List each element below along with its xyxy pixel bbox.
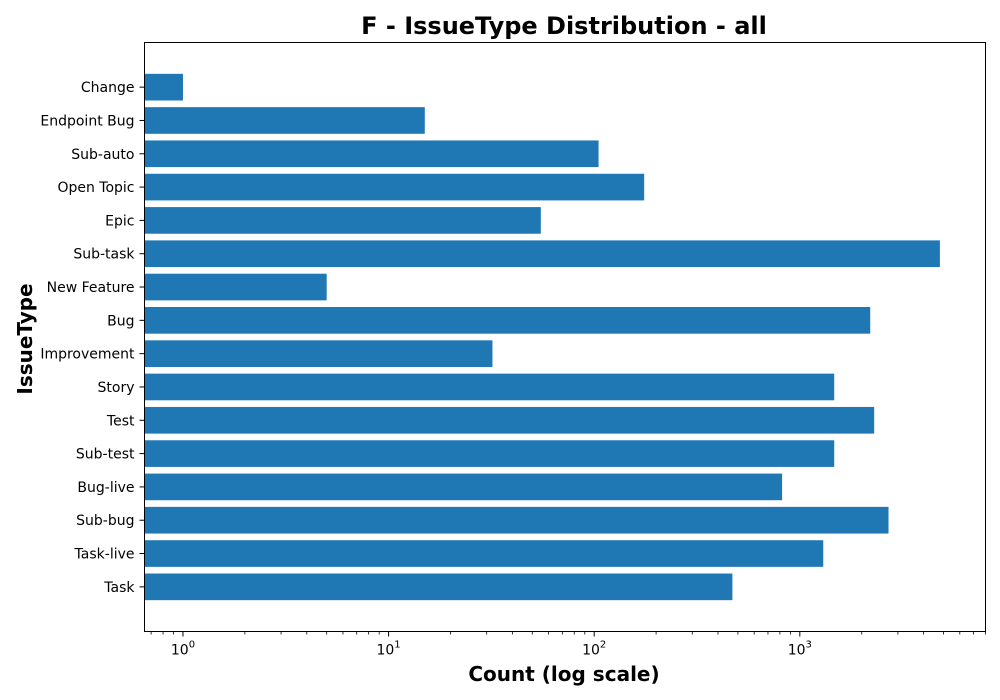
y-tick-label: Sub-auto bbox=[71, 147, 134, 163]
y-axis-label: IssueType bbox=[13, 283, 37, 394]
bar-open-topic bbox=[145, 174, 645, 201]
y-tick-label: Story bbox=[98, 380, 135, 396]
bar-new-feature bbox=[145, 274, 327, 301]
bar-task-live bbox=[145, 540, 824, 567]
bar-epic bbox=[145, 207, 541, 234]
y-tick-label: Change bbox=[81, 80, 135, 96]
x-axis-label: Count (log scale) bbox=[468, 662, 659, 686]
y-tick-label: Test bbox=[106, 413, 135, 429]
x-tick-label: 103 bbox=[788, 640, 812, 659]
bar-task bbox=[145, 574, 733, 601]
y-tick-label: Bug bbox=[107, 313, 134, 329]
y-tick-label: New Feature bbox=[47, 280, 135, 296]
bar-improvement bbox=[145, 340, 493, 367]
y-tick-label: Bug-live bbox=[77, 480, 134, 496]
bar-change bbox=[145, 74, 183, 101]
bar-bug-live bbox=[145, 474, 783, 501]
y-tick-label: Sub-test bbox=[76, 447, 135, 463]
y-tick-label: Endpoint Bug bbox=[40, 113, 134, 129]
y-tick-label: Sub-bug bbox=[76, 513, 134, 529]
bar-test bbox=[145, 407, 875, 434]
y-tick-label: Open Topic bbox=[57, 180, 134, 196]
bar-sub-task bbox=[145, 240, 940, 267]
y-tick-label: Task bbox=[103, 580, 135, 596]
bar-endpoint-bug bbox=[145, 107, 425, 134]
y-tick-label: Task-live bbox=[74, 547, 135, 563]
y-tick-label: Sub-task bbox=[73, 247, 135, 263]
x-tick-label: 101 bbox=[376, 640, 400, 659]
x-ticks: 100 101 102 103 bbox=[151, 632, 985, 659]
bars-layer bbox=[145, 74, 940, 600]
bar-story bbox=[145, 374, 835, 401]
y-ticks: Change Endpoint Bug Sub-auto Open Topic Epic… bbox=[40, 80, 144, 596]
x-tick-label: 100 bbox=[171, 640, 195, 659]
bar-sub-auto bbox=[145, 140, 599, 167]
y-tick-label: Improvement bbox=[40, 347, 135, 363]
chart-title: F - IssueType Distribution - all bbox=[361, 12, 767, 40]
bar-sub-bug bbox=[145, 507, 889, 534]
y-tick-label: Epic bbox=[105, 213, 134, 229]
x-tick-label: 102 bbox=[582, 640, 606, 659]
bar-sub-test bbox=[145, 440, 835, 467]
bar-bug bbox=[145, 307, 871, 334]
